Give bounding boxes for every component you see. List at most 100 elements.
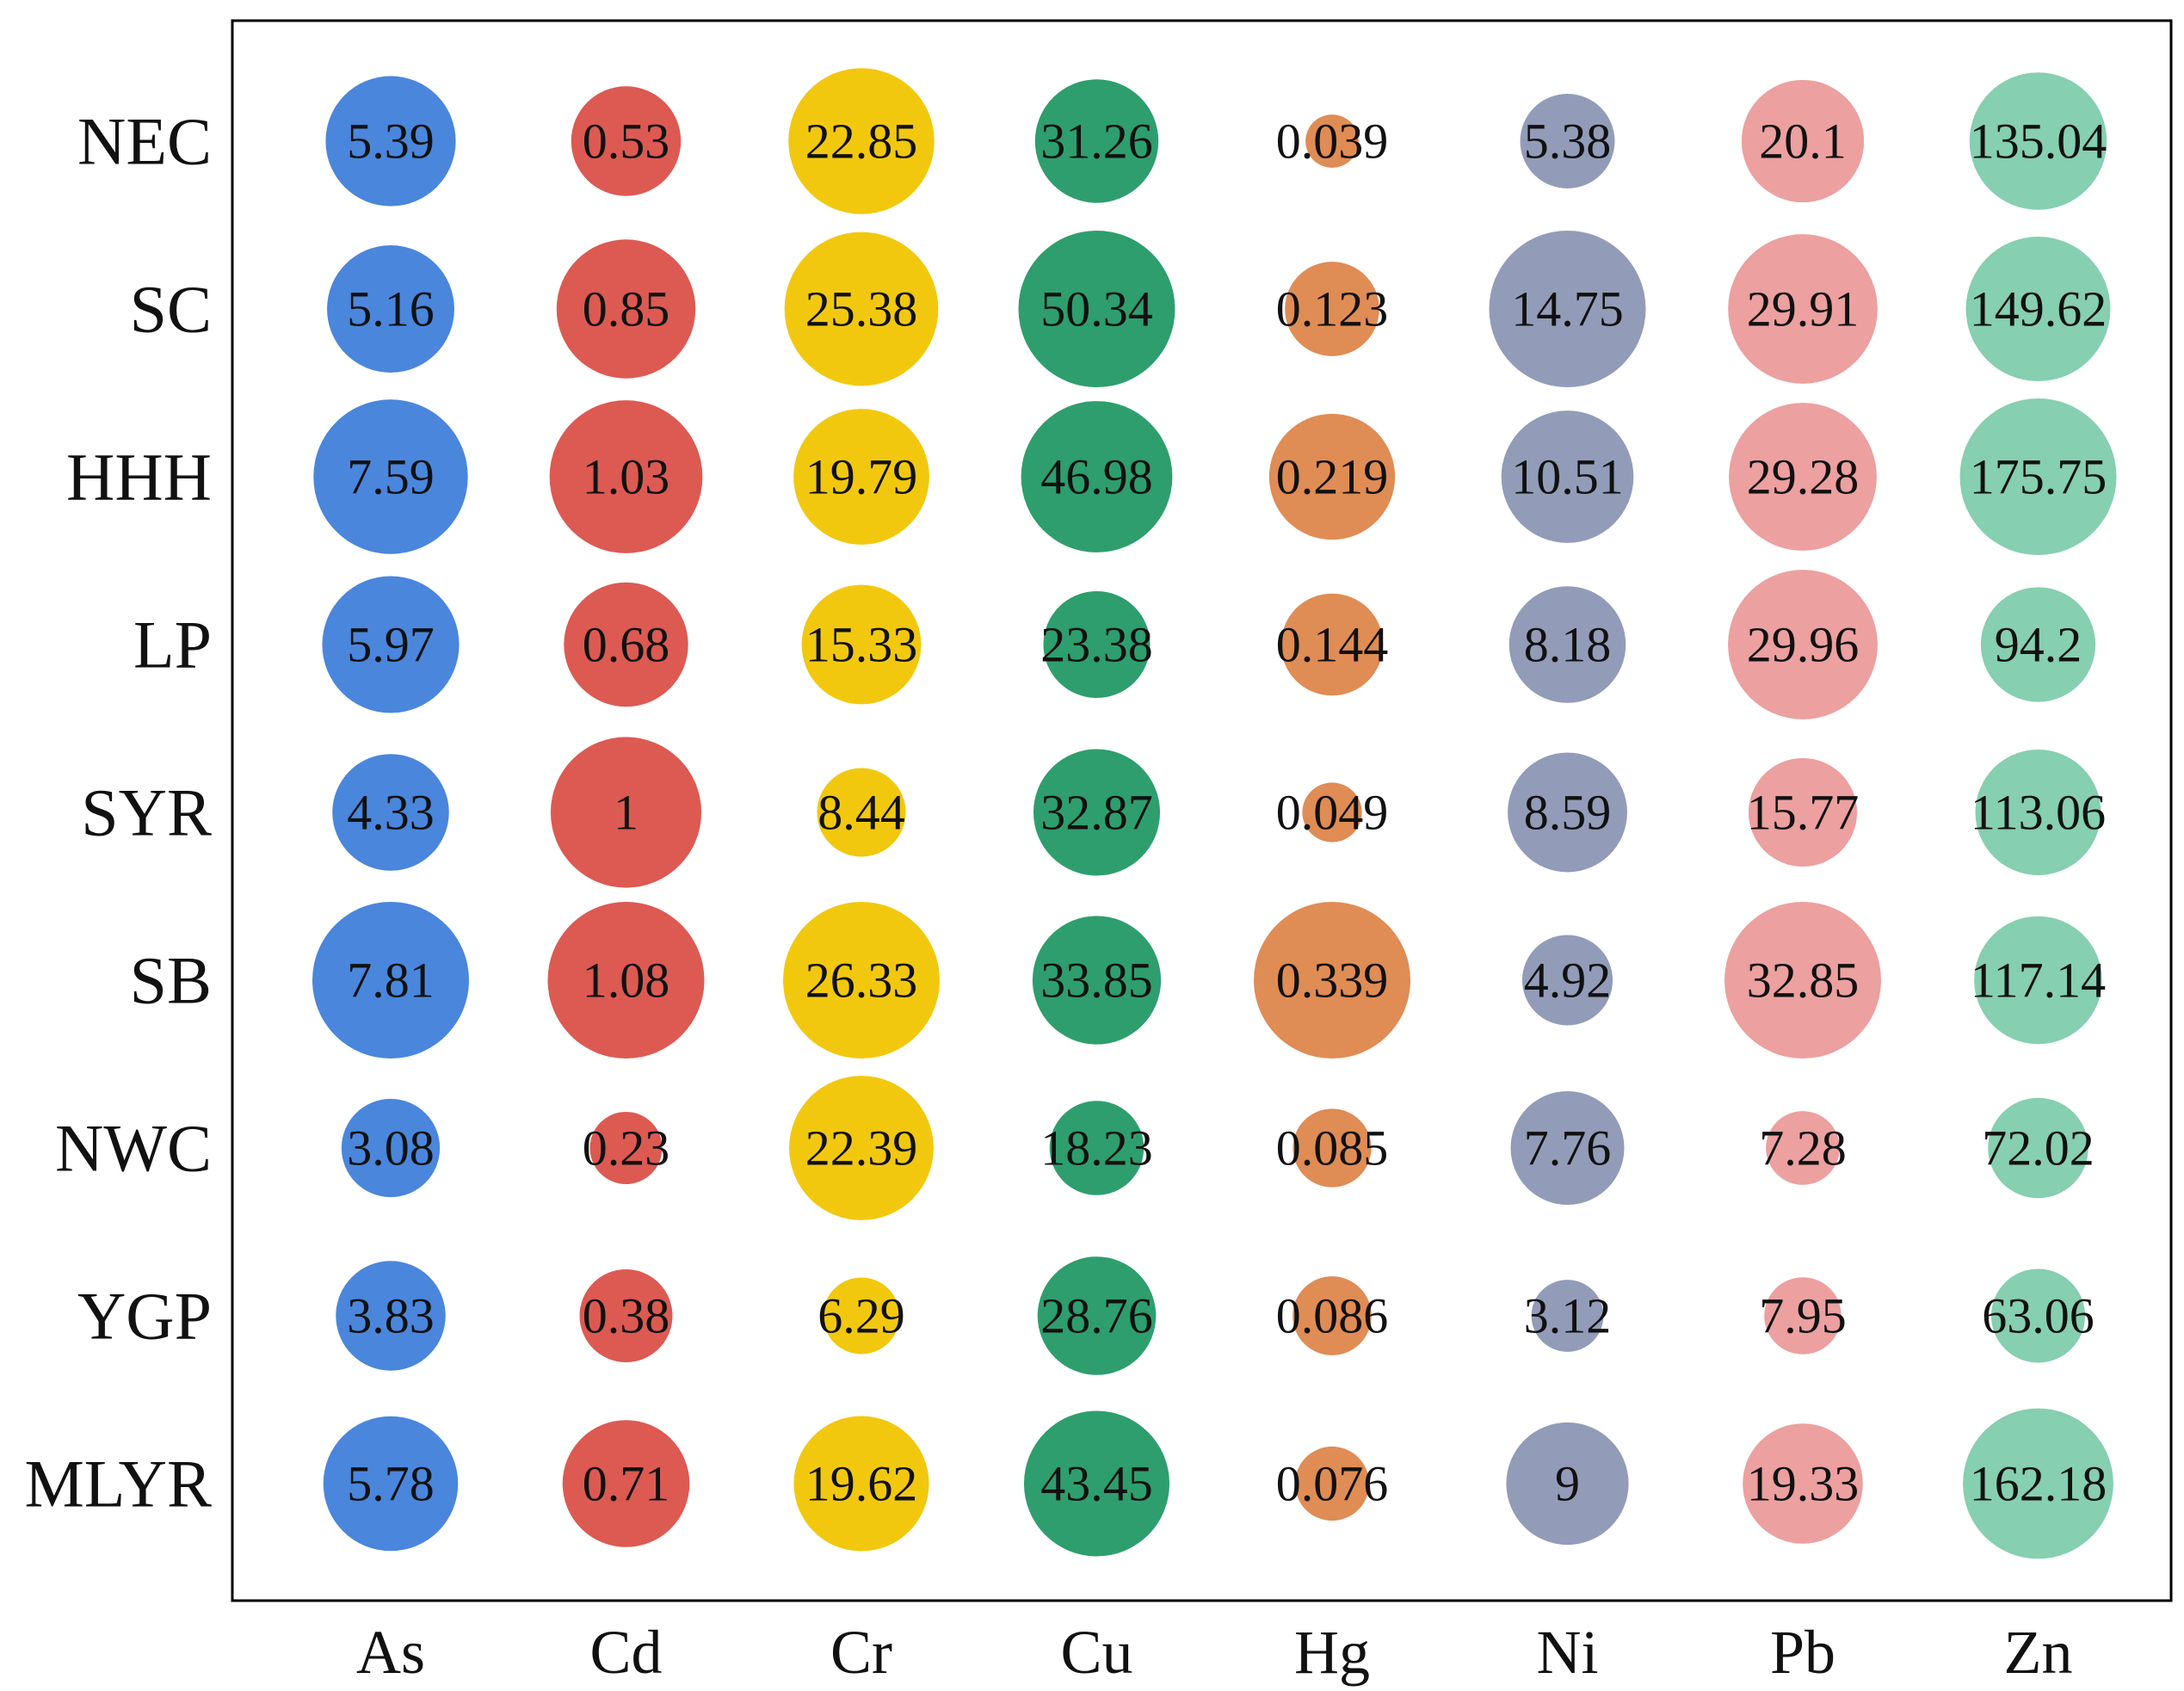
bubble bbox=[1980, 587, 2096, 702]
value-label: 10.51 bbox=[1511, 449, 1624, 505]
value-label: 5.97 bbox=[347, 617, 435, 673]
bubble bbox=[1268, 413, 1396, 540]
value-label: 5.78 bbox=[347, 1456, 435, 1512]
bubble bbox=[589, 1112, 663, 1184]
value-label: 19.33 bbox=[1747, 1456, 1860, 1512]
value-label: 0.219 bbox=[1276, 449, 1389, 505]
value-label: 0.039 bbox=[1276, 114, 1389, 170]
value-label: 3.12 bbox=[1524, 1288, 1612, 1344]
bubble bbox=[547, 902, 705, 1058]
value-label: 9 bbox=[1555, 1456, 1580, 1512]
value-label: 26.33 bbox=[805, 953, 918, 1009]
value-label: 149.62 bbox=[1970, 281, 2107, 337]
bubble bbox=[312, 902, 469, 1058]
column-label: Zn bbox=[2004, 1618, 2073, 1687]
plot-frame bbox=[231, 19, 2173, 1602]
row-label: SB bbox=[130, 943, 212, 1018]
value-label: 23.38 bbox=[1040, 617, 1153, 673]
value-label: 5.16 bbox=[347, 281, 435, 337]
bubble bbox=[1531, 1280, 1604, 1352]
value-label: 0.085 bbox=[1276, 1120, 1389, 1176]
value-label: 32.85 bbox=[1747, 953, 1860, 1009]
value-label: 1.08 bbox=[583, 953, 670, 1009]
value-label: 0.38 bbox=[583, 1288, 670, 1344]
row-label: SC bbox=[130, 272, 212, 347]
bubble bbox=[1963, 1408, 2113, 1559]
bubble bbox=[1969, 72, 2107, 210]
value-label: 29.91 bbox=[1747, 281, 1860, 337]
value-label: 4.92 bbox=[1524, 953, 1612, 1009]
bubble bbox=[550, 737, 702, 888]
value-label: 0.339 bbox=[1276, 953, 1389, 1009]
row-label: LP bbox=[133, 608, 212, 682]
bubble bbox=[322, 576, 460, 713]
bubble bbox=[1975, 750, 2101, 875]
row-label: YGP bbox=[77, 1279, 212, 1354]
bubble bbox=[564, 582, 688, 707]
row-label: NEC bbox=[77, 104, 212, 179]
bubble bbox=[556, 239, 696, 379]
value-label: 7.81 bbox=[347, 953, 435, 1009]
value-label: 20.1 bbox=[1759, 114, 1847, 170]
bubble bbox=[1285, 262, 1379, 356]
bubble bbox=[1037, 1256, 1157, 1375]
bubble bbox=[327, 245, 454, 373]
bubble bbox=[1729, 403, 1877, 551]
bubble bbox=[1293, 1276, 1372, 1355]
bubble bbox=[1506, 1422, 1629, 1546]
value-label: 19.62 bbox=[805, 1456, 918, 1512]
value-label: 8.18 bbox=[1524, 617, 1612, 673]
value-label: 18.23 bbox=[1040, 1120, 1153, 1176]
bubble bbox=[332, 754, 449, 871]
value-label: 0.086 bbox=[1276, 1288, 1389, 1344]
bubble bbox=[789, 1076, 934, 1220]
value-label: 0.049 bbox=[1276, 785, 1389, 841]
bubble bbox=[817, 768, 906, 857]
value-label: 0.076 bbox=[1276, 1456, 1389, 1512]
value-label: 5.38 bbox=[1524, 114, 1612, 170]
bubble bbox=[1728, 570, 1878, 719]
bubble bbox=[1302, 782, 1362, 842]
bubble bbox=[1510, 1090, 1625, 1206]
bubble bbox=[823, 1277, 900, 1355]
column-label: Cd bbox=[589, 1618, 662, 1687]
value-label: 29.96 bbox=[1747, 617, 1860, 673]
value-label: 7.95 bbox=[1759, 1288, 1847, 1344]
bubble bbox=[1294, 1446, 1370, 1521]
bubble bbox=[1988, 1097, 2088, 1199]
bubble bbox=[1748, 757, 1858, 867]
row-label: HHH bbox=[66, 440, 212, 515]
value-label: 0.144 bbox=[1276, 617, 1389, 673]
value-label: 3.83 bbox=[347, 1288, 435, 1344]
bubble bbox=[1724, 902, 1881, 1058]
value-label: 25.38 bbox=[805, 281, 918, 337]
bubble bbox=[336, 1261, 446, 1371]
bubble bbox=[1974, 916, 2102, 1045]
bubble bbox=[325, 76, 456, 207]
bubble bbox=[1764, 1277, 1842, 1355]
bubble bbox=[1501, 410, 1634, 543]
value-label: 8.59 bbox=[1524, 785, 1612, 841]
bubble bbox=[1743, 1423, 1863, 1544]
value-label: 1.03 bbox=[583, 449, 670, 505]
bubble bbox=[1508, 752, 1627, 873]
value-label: 32.87 bbox=[1040, 785, 1153, 841]
bubble bbox=[1741, 79, 1865, 203]
value-label: 5.39 bbox=[347, 114, 435, 170]
bubble bbox=[1293, 1108, 1372, 1188]
row-label: NWC bbox=[55, 1111, 212, 1186]
bubble bbox=[1305, 114, 1359, 168]
column-label: Cu bbox=[1060, 1618, 1132, 1687]
bubble bbox=[1728, 234, 1878, 384]
column-label: As bbox=[356, 1618, 425, 1687]
bubble bbox=[793, 1416, 929, 1552]
bubble bbox=[801, 584, 922, 705]
bubble bbox=[341, 1098, 441, 1198]
bubble bbox=[1023, 1410, 1170, 1557]
value-label: 7.76 bbox=[1524, 1120, 1612, 1176]
value-label: 0.85 bbox=[583, 281, 670, 337]
bubble bbox=[1049, 1101, 1144, 1195]
value-label: 0.23 bbox=[583, 1120, 670, 1176]
bubble bbox=[1021, 401, 1173, 552]
